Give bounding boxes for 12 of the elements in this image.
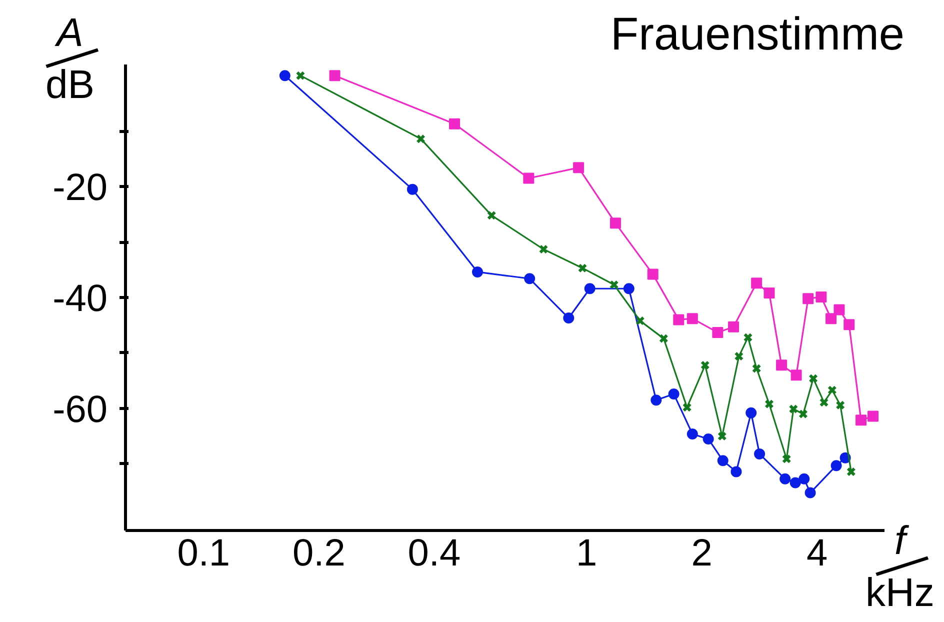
x-tick-label: 0.1 <box>177 532 230 574</box>
x-tick-label: 0.4 <box>408 532 461 574</box>
y-tick-label: -60 <box>52 388 108 431</box>
ylabel: A/dB <box>31 12 112 106</box>
y-tick-label: -20 <box>52 167 108 210</box>
x-tick-label: 4 <box>806 532 828 574</box>
x-tick-label: 1 <box>576 532 598 574</box>
y-tick-label: -40 <box>52 278 108 320</box>
chart-title: Frauenstimme <box>610 8 904 60</box>
x-tick-label: 2 <box>691 532 712 574</box>
xlabel: f/kHz <box>861 520 942 614</box>
x-tick-label: 0.2 <box>292 532 346 574</box>
